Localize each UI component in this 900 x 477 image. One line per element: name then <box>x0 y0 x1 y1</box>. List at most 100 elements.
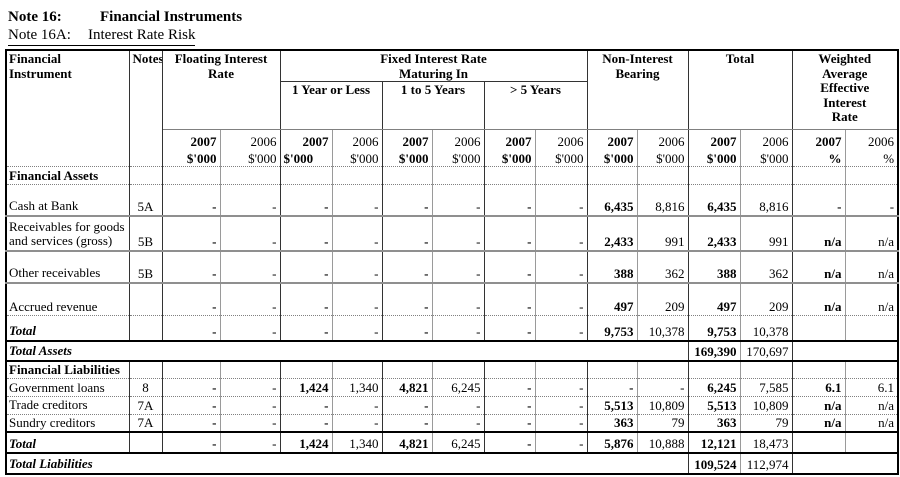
value-cell: - <box>535 184 588 217</box>
value-cell: n/a <box>792 282 846 317</box>
row-label-cell: Receivables for goods and services (gros… <box>6 215 130 252</box>
value-cell: 1,424 <box>280 432 333 455</box>
year-header-cell: 2006 <box>432 129 485 150</box>
year-header-cell: 2006 <box>220 129 281 150</box>
value-cell: 209 <box>637 282 689 317</box>
year-header-cell: 2007 <box>280 129 333 150</box>
header-unit-row: $'000 $'000 $'000 $'000 $'000 $'000 $'00… <box>6 149 899 168</box>
value-cell: 2,433 <box>587 215 638 252</box>
value-cell: - <box>382 396 433 415</box>
table-row: Cash at Bank 5A - - - - - - - -6,435 8,816 6,435 8,8… <box>6 184 899 217</box>
value-cell: n/a <box>792 414 846 434</box>
value-cell: 4,821 <box>382 378 433 398</box>
table-row: Total - - - - - - - -9,753 10,378 9,753 10,378 <box>6 315 899 342</box>
value-cell: - <box>332 282 383 317</box>
table-row: Sundry creditors 7A - - - - - - - -363 79 363 79 n/a n… <box>6 414 899 434</box>
value-cell: - <box>162 414 221 434</box>
value-cell: 209 <box>740 282 793 317</box>
value-cell: 363 <box>587 414 638 434</box>
value-cell: - <box>587 378 638 398</box>
value-cell: 362 <box>637 250 689 284</box>
col-header-1-to-5-years: 1 to 5 Years <box>382 81 485 131</box>
header-group-row-2: 1 Year or Less 1 to 5 Years > 5 Years <box>6 81 898 131</box>
value-cell: - <box>432 215 485 252</box>
grand-total-2007-cell: 169,390 <box>688 340 741 362</box>
value-cell: - <box>484 250 536 284</box>
grand-total-2006-cell: 170,697 <box>740 340 793 362</box>
note-reference-cell <box>129 360 163 380</box>
value-cell: 388 <box>587 250 638 284</box>
value-cell: - <box>220 215 281 252</box>
value-cell: - <box>280 282 333 317</box>
unit-header-cell: $'000 <box>688 149 741 168</box>
table-row: Financial Assets <box>6 166 899 186</box>
table-row: Receivables for goods and services (gros… <box>6 215 899 252</box>
note-reference-cell <box>129 282 163 317</box>
value-cell <box>484 360 536 380</box>
note-reference-cell <box>129 166 163 186</box>
row-label-cell: Sundry creditors <box>6 414 130 434</box>
value-cell <box>280 360 333 380</box>
value-cell: - <box>220 378 281 398</box>
note-reference-cell: 7A <box>129 414 163 434</box>
unit-header-cell: $'000 <box>382 149 433 168</box>
value-cell: - <box>432 396 485 415</box>
note-reference-cell: 5B <box>129 250 163 284</box>
unit-header-cell: $'000 <box>332 149 383 168</box>
value-cell <box>637 360 689 380</box>
grand-total-2007-cell: 109,524 <box>688 453 741 475</box>
value-cell <box>792 432 846 455</box>
year-header-cell: 2006 <box>332 129 383 150</box>
value-cell <box>535 360 588 380</box>
value-cell <box>845 432 899 455</box>
value-cell: - <box>484 315 536 342</box>
value-cell <box>535 166 588 186</box>
subnote-number: Note 16A: <box>8 27 71 43</box>
col-header-total: Total <box>688 50 793 131</box>
table-row: Total - -1,424 1,340 4,821 6,245- -5,876 10,888… <box>6 432 899 455</box>
value-cell: - <box>280 250 333 284</box>
row-label-cell: Total <box>6 315 130 342</box>
value-cell: n/a <box>845 215 899 252</box>
col-header-fixed-rate: Fixed Interest Rate Maturing In <box>280 50 588 83</box>
year-header-cell: 2007 <box>688 129 741 150</box>
value-cell <box>792 166 846 186</box>
value-cell: - <box>220 282 281 317</box>
value-cell: 5,876 <box>587 432 638 455</box>
note-reference-cell <box>129 432 163 455</box>
value-cell: - <box>432 250 485 284</box>
value-cell: - <box>280 215 333 252</box>
value-cell <box>688 166 741 186</box>
note-reference-cell: 5B <box>129 215 163 252</box>
table-row: Total Assets 169,390 170,697 <box>6 340 899 362</box>
value-cell: 6,245 <box>432 378 485 398</box>
value-cell: n/a <box>845 282 899 317</box>
value-cell: 388 <box>688 250 741 284</box>
table-row: Financial Liabilities <box>6 360 899 380</box>
value-cell: 4,821 <box>382 432 433 455</box>
value-cell: - <box>162 432 221 455</box>
value-cell: 6,435 <box>688 184 741 217</box>
value-cell: 1,424 <box>280 378 333 398</box>
unit-header-cell: % <box>845 149 899 168</box>
subnote-title-line: Note 16A: Interest Rate Risk <box>8 27 900 46</box>
value-cell: - <box>792 184 846 217</box>
note-name: Financial Instruments <box>100 9 243 25</box>
year-header-cell: 2007 <box>162 129 221 150</box>
unit-header-cell: $'000 <box>162 149 221 168</box>
year-header-cell: 2007 <box>587 129 638 150</box>
value-cell: - <box>382 315 433 342</box>
value-cell: - <box>535 215 588 252</box>
value-cell <box>845 166 899 186</box>
table-header: Financial Instrument Notes Floating Inte… <box>6 50 899 168</box>
value-cell <box>162 360 221 380</box>
value-cell: - <box>382 282 433 317</box>
value-cell: - <box>280 414 333 434</box>
value-cell: - <box>382 215 433 252</box>
value-cell: 991 <box>740 215 793 252</box>
note-reference-cell <box>129 315 163 342</box>
value-cell: n/a <box>845 250 899 284</box>
value-cell <box>484 166 536 186</box>
value-cell: - <box>382 250 433 284</box>
